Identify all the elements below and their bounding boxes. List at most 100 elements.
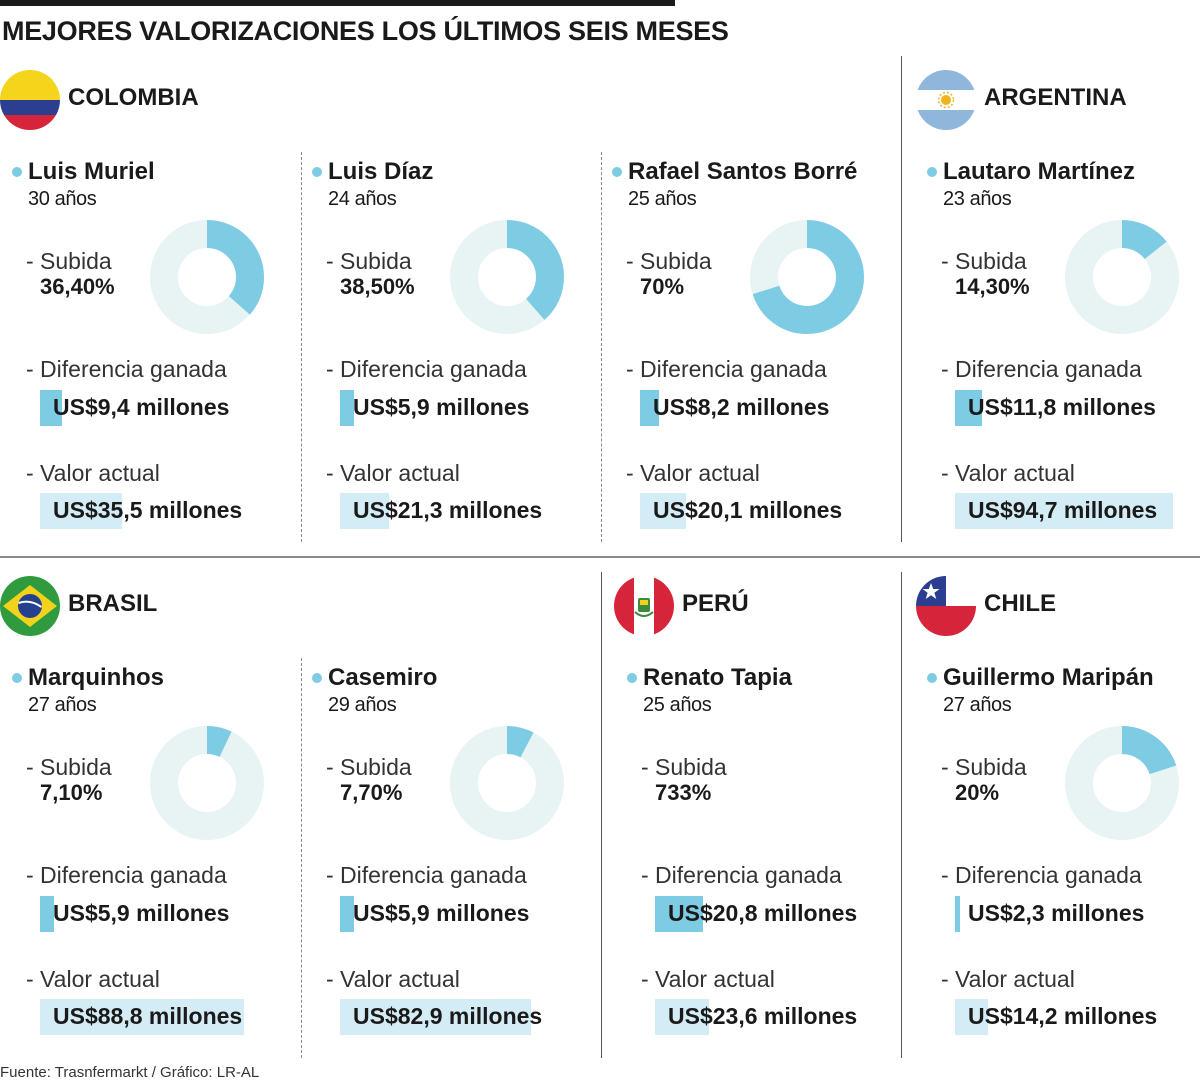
gain-label: - Diferencia ganada <box>26 862 227 888</box>
player-name: Guillermo Maripán <box>943 664 1154 691</box>
rise-donut <box>1065 726 1179 840</box>
player-card: Rafael Santos Borré 25 años - Subida 70%… <box>612 158 902 538</box>
bullet-icon <box>612 166 622 177</box>
chile-flag-icon <box>916 576 976 636</box>
country-divider <box>901 572 902 1058</box>
current-value: US$35,5 millones <box>53 497 243 523</box>
value-label: - Valor actual <box>941 460 1075 486</box>
donut-arc <box>150 726 264 840</box>
value-label: - Valor actual <box>326 460 460 486</box>
value-bar-fill <box>340 999 531 1035</box>
player-age: 27 años <box>28 694 97 716</box>
bullet-icon <box>927 166 937 177</box>
value-label: - Valor actual <box>26 966 160 992</box>
gain-label: - Diferencia ganada <box>326 862 527 888</box>
gain-value: US$5,9 millones <box>353 900 530 926</box>
current-value: US$23,6 millones <box>668 1003 858 1029</box>
player-age: 25 años <box>643 694 712 716</box>
gain-value: US$5,9 millones <box>353 394 530 420</box>
value-bar-fill <box>40 999 245 1035</box>
gain-value: US$8,2 millones <box>653 394 830 420</box>
value-bar-fill <box>640 493 687 529</box>
player-name: Rafael Santos Borré <box>628 158 858 185</box>
source-note: Fuente: Trasnfermarkt / Gráfico: LR-AL <box>0 1064 260 1081</box>
country-name: CHILE <box>984 590 1056 617</box>
rise-value: 70% <box>640 274 685 299</box>
current-value: US$82,9 millones <box>353 1003 543 1029</box>
donut-arc <box>150 220 264 334</box>
player-name: Marquinhos <box>28 664 164 691</box>
gain-label: - Diferencia ganada <box>941 862 1142 888</box>
donut-arc <box>750 220 864 334</box>
bullet-icon <box>627 672 637 683</box>
gain-bar-fill <box>40 896 54 932</box>
player-age: 23 años <box>943 188 1012 210</box>
gain-bar-fill <box>640 390 659 426</box>
bullet-icon <box>927 672 937 683</box>
page-title: MEJORES VALORIZACIONES LOS ÚLTIMOS SEIS … <box>2 16 729 46</box>
peru-flag-icon <box>614 576 674 636</box>
gain-label: - Diferencia ganada <box>326 356 527 382</box>
country-divider <box>601 572 602 1058</box>
rise-donut <box>750 220 864 334</box>
current-value: US$14,2 millones <box>968 1003 1158 1029</box>
gain-value: US$20,8 millones <box>668 900 858 926</box>
rise-value: 733% <box>655 780 712 805</box>
rise-label: - Subida <box>626 248 712 274</box>
rise-value: 20% <box>955 780 1000 805</box>
rise-value: 7,70% <box>340 780 403 805</box>
gain-label: - Diferencia ganada <box>641 862 842 888</box>
colombia-flag-icon <box>0 70 60 130</box>
value-bar-fill <box>955 999 988 1035</box>
player-name: Renato Tapia <box>643 664 792 691</box>
gain-bar-fill <box>340 390 354 426</box>
rise-donut <box>1065 220 1179 334</box>
gain-bar-fill <box>955 896 961 932</box>
gain-value: US$2,3 millones <box>968 900 1145 926</box>
player-name: Lautaro Martínez <box>943 158 1136 185</box>
rise-value: 38,50% <box>340 274 415 299</box>
bullet-icon <box>12 672 22 683</box>
donut-arc <box>1065 220 1179 334</box>
value-bar-fill <box>655 999 710 1035</box>
player-divider <box>301 658 302 1058</box>
rise-value: 14,30% <box>955 274 1030 299</box>
country-name: COLOMBIA <box>68 84 199 111</box>
rise-donut <box>450 726 564 840</box>
top-rule <box>0 0 675 6</box>
value-label: - Valor actual <box>641 966 775 992</box>
player-age: 29 años <box>328 694 397 716</box>
rise-donut <box>150 220 264 334</box>
player-card: Guillermo Maripán 27 años - Subida 20% -… <box>927 664 1200 1044</box>
player-card: Lautaro Martínez 23 años - Subida 14,30%… <box>927 158 1200 538</box>
value-label: - Valor actual <box>626 460 760 486</box>
gain-bar-fill <box>655 896 703 932</box>
rise-value: 7,10% <box>40 780 103 805</box>
rise-value: 36,40% <box>40 274 115 299</box>
rise-donut <box>450 220 564 334</box>
rise-label: - Subida <box>641 754 727 780</box>
player-name: Casemiro <box>328 664 438 691</box>
value-label: - Valor actual <box>326 966 460 992</box>
player-age: 27 años <box>943 694 1012 716</box>
country-name: BRASIL <box>68 590 158 617</box>
value-bar-fill <box>40 493 122 529</box>
player-card: Luis Muriel 30 años - Subida 36,40% - Di… <box>12 158 302 538</box>
current-value: US$20,1 millones <box>653 497 843 523</box>
rise-label: - Subida <box>941 754 1027 780</box>
rise-donut <box>150 726 264 840</box>
value-label: - Valor actual <box>26 460 160 486</box>
player-age: 30 años <box>28 188 97 210</box>
gain-label: - Diferencia ganada <box>626 356 827 382</box>
player-card: Casemiro 29 años - Subida 7,70% - Difere… <box>312 664 602 1044</box>
player-divider <box>301 152 302 542</box>
rise-label: - Subida <box>941 248 1027 274</box>
bullet-icon <box>312 166 322 177</box>
gain-bar-fill <box>955 390 983 426</box>
player-age: 24 años <box>328 188 397 210</box>
player-card: Marquinhos 27 años - Subida 7,10% - Dife… <box>12 664 302 1044</box>
gain-label: - Diferencia ganada <box>941 356 1142 382</box>
gain-bar-fill <box>40 390 62 426</box>
value-label: - Valor actual <box>941 966 1075 992</box>
section-divider <box>0 556 1200 558</box>
